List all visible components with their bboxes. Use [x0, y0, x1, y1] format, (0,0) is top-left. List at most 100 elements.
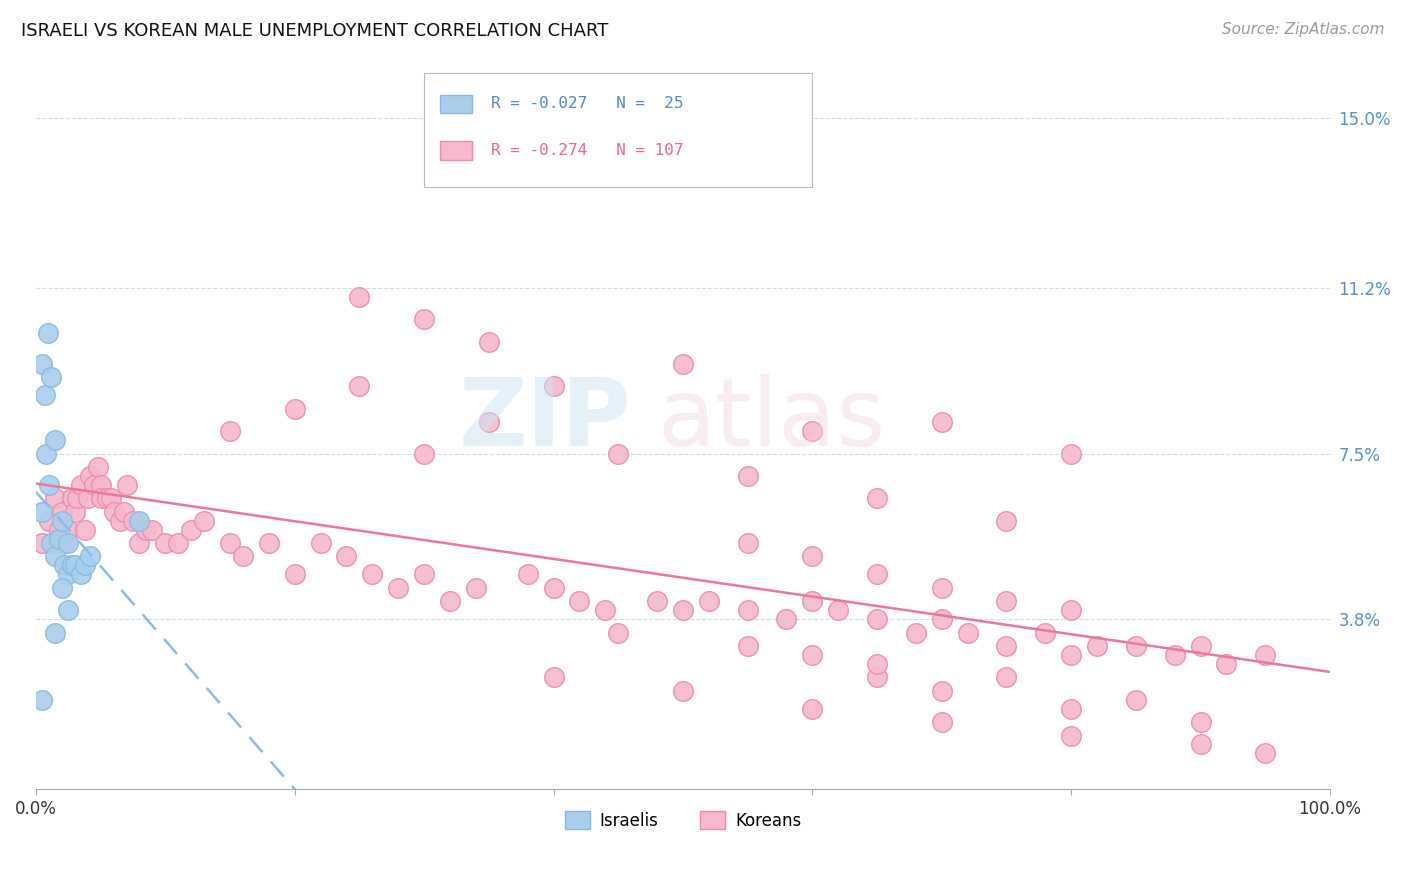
Point: [1033, 625, 1056, 640]
Text: Source: ZipAtlas.com: Source: ZipAtlas.com: [1222, 22, 1385, 37]
Point: [464, 581, 486, 595]
Point: [51, 581, 73, 595]
Point: [48, 523, 70, 537]
Point: [995, 594, 1018, 608]
Point: [87, 459, 110, 474]
Point: [737, 469, 759, 483]
Point: [737, 536, 759, 550]
Point: [607, 625, 630, 640]
Point: [31, 357, 53, 371]
Point: [96, 491, 118, 506]
Point: [672, 603, 695, 617]
Point: [672, 357, 695, 371]
Point: [70, 567, 93, 582]
Point: [931, 612, 953, 626]
Point: [37, 326, 59, 340]
Point: [63, 505, 86, 519]
Point: [645, 594, 668, 608]
Point: [51, 514, 73, 528]
Point: [1085, 639, 1108, 653]
Legend: Israelis, Koreans: Israelis, Koreans: [558, 805, 808, 837]
Point: [607, 446, 630, 460]
Point: [801, 549, 824, 564]
Point: [90, 491, 112, 506]
Point: [1163, 648, 1185, 662]
Point: [995, 639, 1018, 653]
Point: [543, 581, 565, 595]
Point: [413, 312, 436, 326]
Point: [100, 491, 122, 506]
Point: [1060, 446, 1083, 460]
Point: [31, 536, 53, 550]
Point: [697, 594, 720, 608]
Point: [79, 549, 101, 564]
Point: [75, 523, 97, 537]
Point: [53, 558, 76, 573]
Point: [801, 701, 824, 715]
Point: [115, 478, 138, 492]
Point: [58, 536, 80, 550]
Point: [70, 478, 93, 492]
Point: [79, 469, 101, 483]
Text: ZIP: ZIP: [458, 374, 631, 466]
Point: [866, 657, 889, 671]
Text: atlas: atlas: [657, 374, 886, 466]
Point: [931, 715, 953, 730]
Point: [180, 523, 202, 537]
Point: [413, 446, 436, 460]
Point: [672, 683, 695, 698]
Point: [737, 639, 759, 653]
Point: [66, 491, 89, 506]
Point: [349, 379, 371, 393]
Point: [31, 692, 53, 706]
Point: [1125, 692, 1147, 706]
Point: [387, 581, 409, 595]
Point: [219, 424, 242, 438]
Point: [1125, 639, 1147, 653]
Point: [1060, 603, 1083, 617]
Point: [866, 567, 889, 582]
Point: [931, 683, 953, 698]
Point: [335, 549, 357, 564]
Point: [31, 505, 53, 519]
Point: [38, 478, 60, 492]
Point: [1060, 701, 1083, 715]
Text: R = -0.027   N =  25: R = -0.027 N = 25: [492, 96, 683, 112]
Point: [866, 491, 889, 506]
Point: [76, 491, 98, 506]
Point: [801, 648, 824, 662]
Point: [108, 514, 131, 528]
Point: [516, 567, 538, 582]
Point: [866, 670, 889, 684]
Point: [361, 567, 384, 582]
Point: [44, 549, 66, 564]
Point: [931, 415, 953, 429]
Point: [1060, 729, 1083, 743]
Point: [801, 594, 824, 608]
Point: [931, 581, 953, 595]
Point: [904, 625, 927, 640]
Point: [128, 514, 150, 528]
Bar: [440, 95, 472, 113]
Point: [38, 514, 60, 528]
Point: [58, 603, 80, 617]
Point: [53, 536, 76, 550]
Point: [775, 612, 797, 626]
Text: ISRAELI VS KOREAN MALE UNEMPLOYMENT CORRELATION CHART: ISRAELI VS KOREAN MALE UNEMPLOYMENT CORR…: [21, 22, 609, 40]
Point: [956, 625, 979, 640]
Point: [58, 567, 80, 582]
Point: [58, 523, 80, 537]
Point: [44, 625, 66, 640]
Point: [63, 558, 86, 573]
Point: [995, 514, 1018, 528]
Point: [60, 558, 83, 573]
Point: [232, 549, 254, 564]
Point: [48, 532, 70, 546]
Point: [1215, 657, 1237, 671]
Point: [284, 567, 307, 582]
Point: [568, 594, 591, 608]
Point: [75, 558, 97, 573]
Point: [41, 536, 63, 550]
FancyBboxPatch shape: [425, 73, 813, 187]
Point: [737, 603, 759, 617]
